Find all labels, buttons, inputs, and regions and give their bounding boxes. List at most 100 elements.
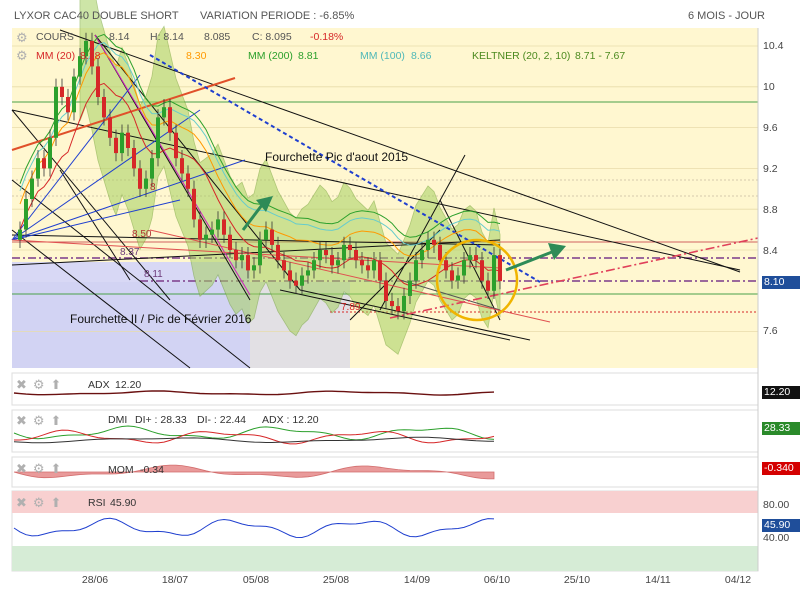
- candle-body: [240, 255, 244, 261]
- candle-body: [366, 265, 370, 271]
- trend-line: [11, 74, 141, 241]
- trend-line: [59, 169, 131, 281]
- y-tick: 9.2: [763, 163, 778, 175]
- dmi-di-minus: DI- : 22.44: [197, 414, 247, 426]
- candle-body: [480, 260, 484, 281]
- candle-body: [468, 255, 472, 261]
- legend-mm100-value: 8.66: [411, 50, 432, 62]
- candle-body: [342, 244, 346, 261]
- rsi-value: 45.90: [110, 497, 137, 509]
- candle-body: [348, 244, 352, 250]
- legend-keltner-value: 8.71 - 7.67: [575, 50, 626, 62]
- candle-body: [120, 132, 124, 154]
- candle-body: [294, 280, 298, 286]
- trend-line: [11, 229, 191, 369]
- candle-body: [438, 244, 442, 261]
- annotation-fork-aug: Fourchette Pic d'aout 2015: [265, 150, 409, 164]
- candle-body: [492, 255, 496, 291]
- x-tick: 05/08: [242, 574, 270, 586]
- candle-body: [336, 260, 340, 266]
- y-tick: 8.8: [763, 204, 778, 216]
- price-panel: [11, 0, 759, 369]
- candle-body: [384, 280, 388, 301]
- candle-body: [210, 229, 214, 235]
- candle-body: [408, 280, 412, 296]
- dmi-panel-controls[interactable]: ✖⚙⬆: [16, 413, 68, 428]
- blue-dashed-resistance: [149, 54, 541, 283]
- candle-body: [180, 158, 184, 174]
- x-tick: 25/10: [563, 574, 591, 586]
- candle-body: [372, 260, 376, 271]
- cours-gear-icon[interactable]: ⚙: [16, 30, 34, 45]
- candle-body: [288, 270, 292, 281]
- mom-badge: -0.340: [762, 462, 800, 475]
- legend-open: 8.14: [109, 31, 130, 43]
- lower-shade-zone-2: [12, 282, 350, 368]
- variation-period: VARIATION PERIODE : -6.85%: [200, 10, 355, 22]
- rsi-badge: 45.90: [762, 519, 800, 532]
- candle-body: [144, 178, 148, 189]
- adx-value: 12.20: [115, 379, 142, 391]
- legend-high: H: 8.14: [150, 31, 184, 43]
- legend-cours: COURS: [36, 31, 74, 43]
- candle-body: [378, 260, 382, 281]
- adx-panel-controls[interactable]: ✖⚙⬆: [16, 377, 68, 392]
- candle-body: [84, 40, 88, 57]
- legend-mm100: MM (100): [360, 50, 405, 62]
- x-tick: 14/11: [645, 574, 671, 586]
- rsi-oversold-zone: [12, 546, 758, 571]
- mm20-gear-icon[interactable]: ⚙: [16, 48, 34, 63]
- candle-body: [450, 270, 454, 281]
- green-arrow-1: [241, 204, 264, 231]
- trend-line: [11, 239, 501, 269]
- candle-body: [138, 168, 142, 189]
- mom-panel-controls[interactable]: ✖⚙⬆: [16, 461, 68, 476]
- mm100-line: [19, 42, 501, 246]
- trend-line: [11, 109, 741, 271]
- trend-line: [279, 289, 511, 341]
- candle-body: [96, 66, 100, 97]
- candle-body: [276, 244, 280, 261]
- dmi-panel-bg: [11, 409, 759, 453]
- candle-body: [48, 137, 52, 169]
- legend-low: 8.085: [204, 31, 231, 43]
- adx-line: [13, 390, 495, 396]
- candle-body: [414, 260, 418, 281]
- dmi-adx: ADX : 12.20: [262, 414, 319, 426]
- trend-line: [59, 29, 741, 273]
- candle-body: [54, 86, 58, 138]
- candle-body: [30, 178, 34, 199]
- legend-mm200: MM (200): [248, 50, 293, 62]
- y-tick: 10.4: [763, 40, 784, 52]
- rsi-line: [13, 517, 495, 539]
- legend-mm50-value: 8.30: [186, 50, 207, 62]
- candle-body: [222, 219, 226, 235]
- rsi-tick: 80.00: [763, 499, 790, 511]
- candle-body: [150, 158, 154, 179]
- candle-body: [126, 132, 130, 148]
- candle-body: [264, 229, 268, 240]
- candle-body: [474, 255, 478, 261]
- rsi-overbought-zone: [12, 491, 758, 513]
- x-tick: 06/10: [483, 574, 511, 586]
- candles: [18, 32, 502, 320]
- dmi-title: DMI: [108, 414, 128, 426]
- candle-body: [420, 250, 424, 261]
- candle-body: [36, 158, 40, 179]
- level-789: 7.89: [341, 302, 361, 313]
- rsi-panel-controls[interactable]: ✖⚙⬆: [16, 495, 68, 510]
- trend-line: [149, 229, 551, 323]
- red-dashdot-support: [389, 237, 759, 319]
- candle-body: [354, 250, 358, 261]
- candle-body: [498, 255, 502, 282]
- indicator-lines: [13, 390, 495, 539]
- x-tick: 28/06: [81, 574, 109, 586]
- candle-body: [216, 219, 220, 230]
- legend-close: C: 8.095: [252, 31, 292, 43]
- di-minus-line: [14, 429, 495, 445]
- adx-panel-bg: [11, 372, 759, 406]
- candle-body: [162, 107, 166, 118]
- green-arrow-1-head: [256, 196, 273, 212]
- candle-body: [270, 229, 274, 245]
- trend-line: [11, 179, 251, 369]
